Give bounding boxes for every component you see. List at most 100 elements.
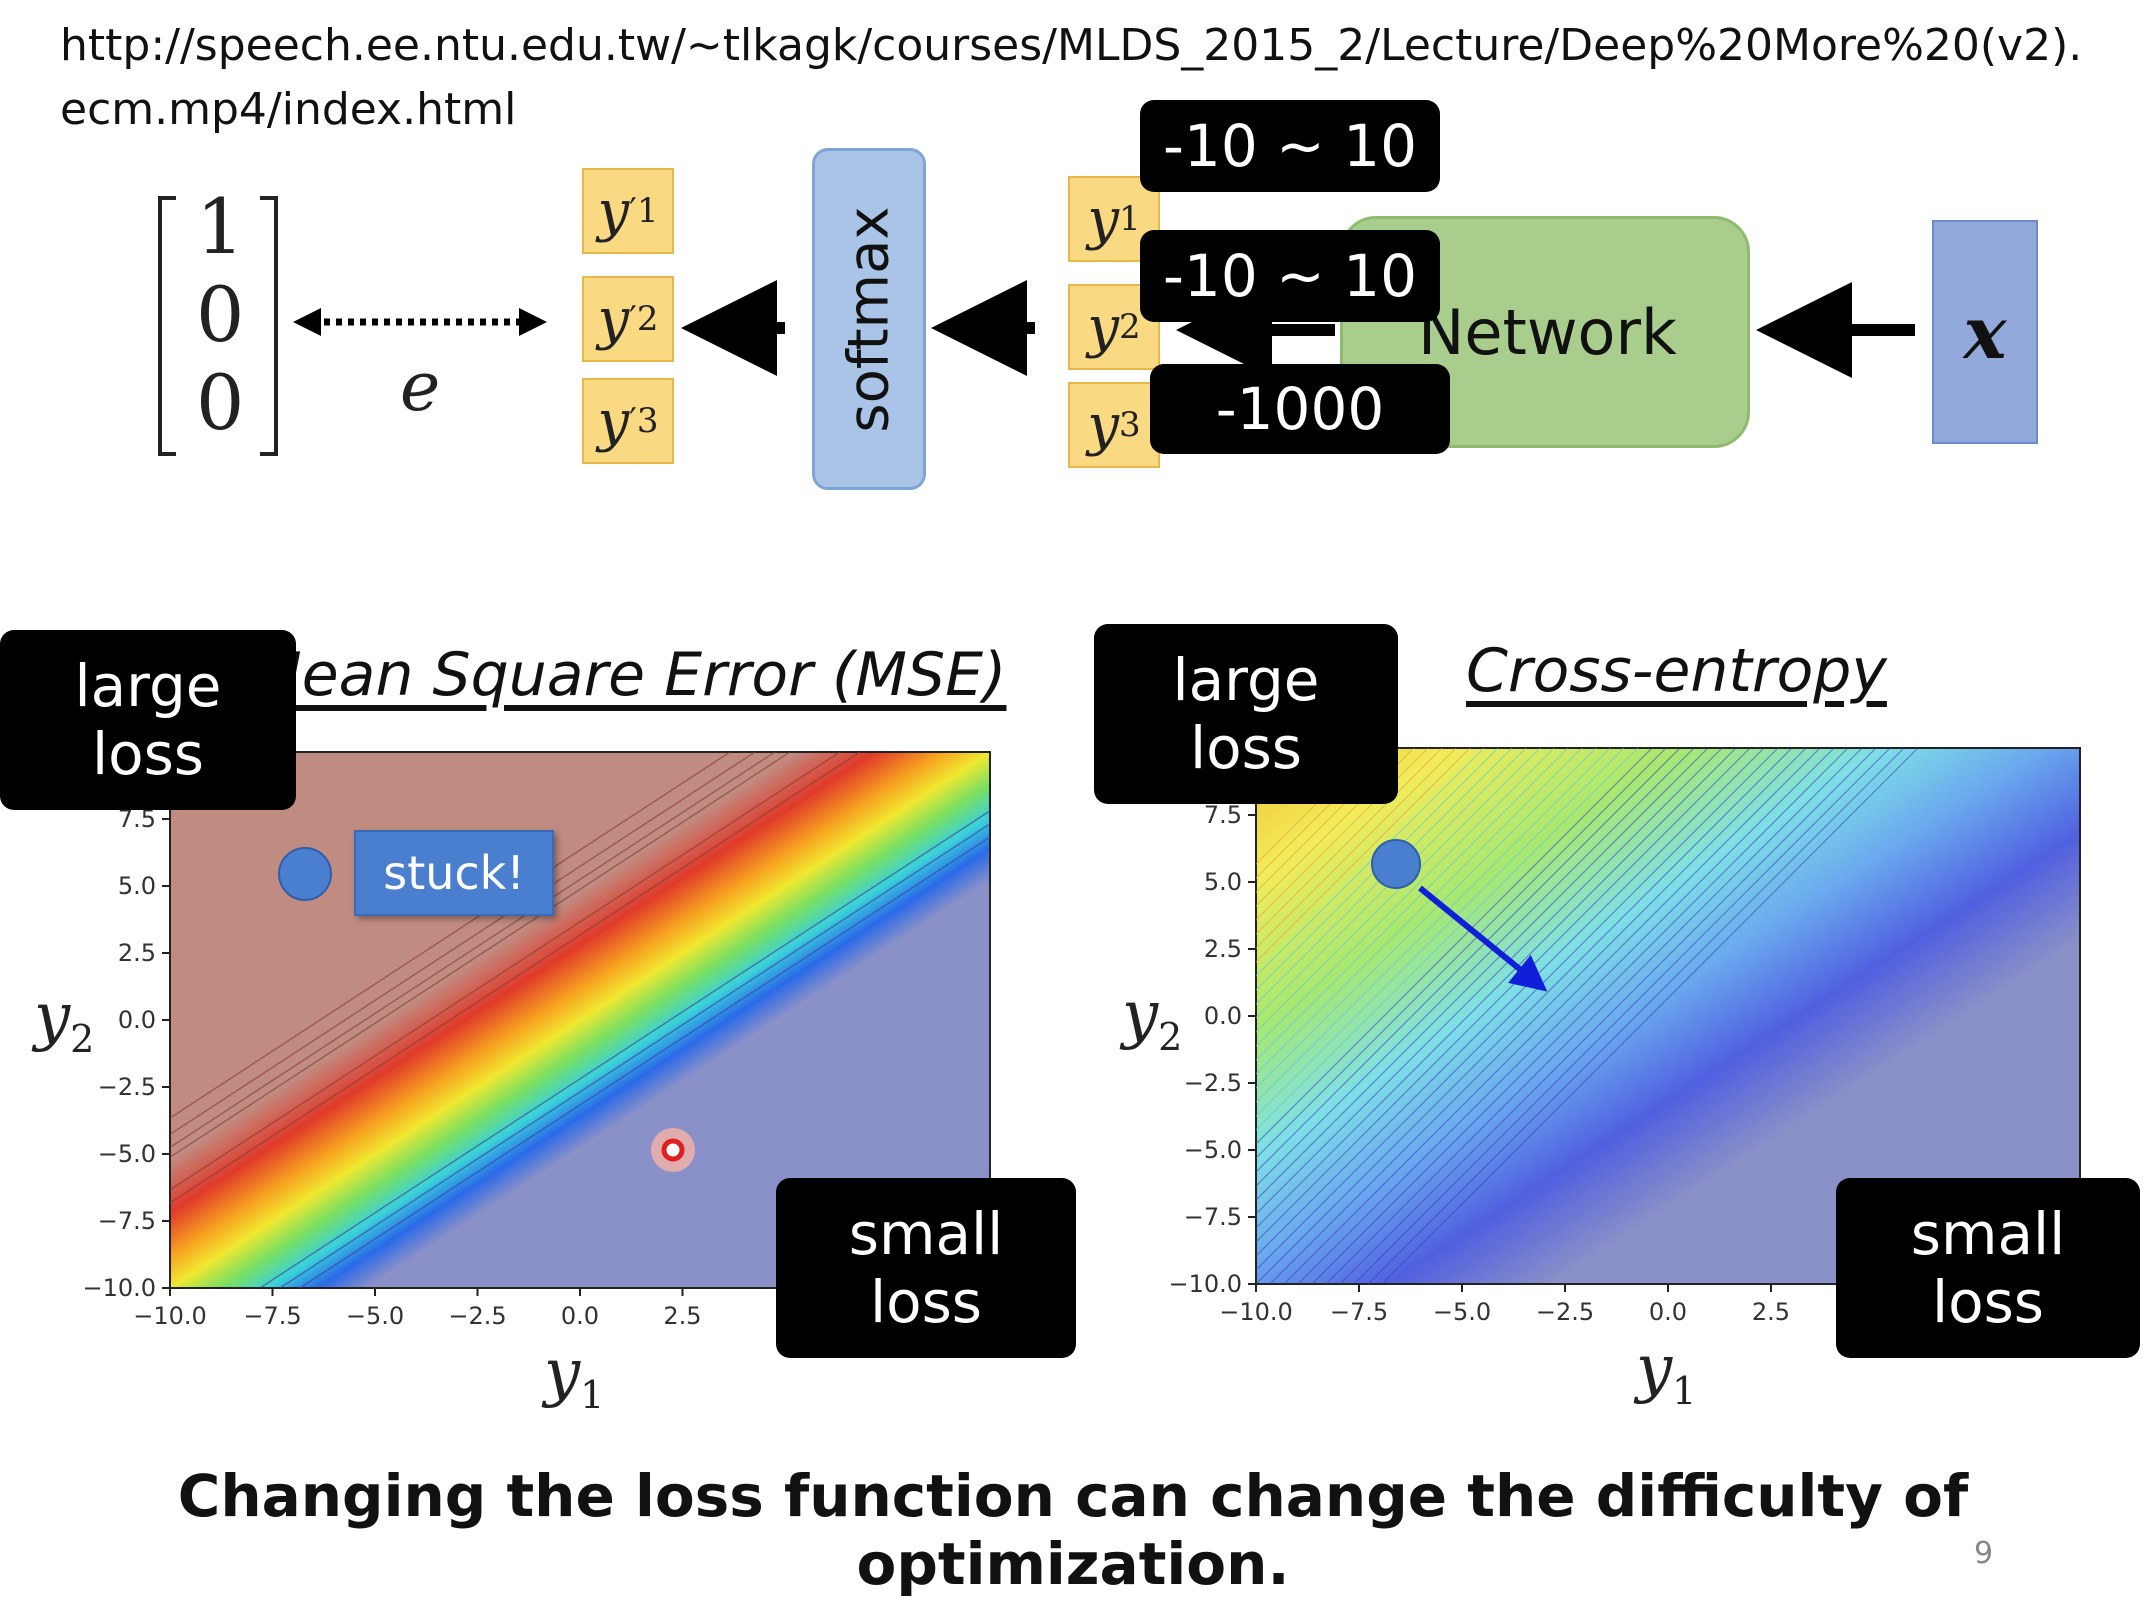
contour-line: [170, 752, 776, 1149]
mse-plot-title: Mean Square Error (MSE): [250, 640, 1007, 710]
ce-gradient-arrow: [1418, 885, 1548, 992]
output-y3: y ′ 3: [582, 378, 674, 464]
ce-current-point: [1371, 839, 1421, 889]
contour-line: [1256, 748, 1541, 1033]
contour-line: [1256, 748, 1681, 1173]
target-value: 0: [196, 270, 245, 359]
mse-contour-lines: [170, 752, 990, 1288]
x-tick-label: −2.5: [1536, 1298, 1594, 1326]
input-x: x: [1932, 220, 2038, 444]
contour-line: [1256, 748, 1471, 963]
contour-line: [1256, 748, 1667, 1159]
contour-line: [1325, 748, 1863, 1284]
range-badge-y3: -1000: [1150, 364, 1450, 454]
x-tick-label: 2.5: [1752, 1298, 1790, 1326]
contour-line: [1256, 748, 1485, 977]
contour-line: [170, 752, 731, 1119]
contour-line: [1256, 748, 1401, 893]
y-tick-label: −7.5: [1184, 1203, 1242, 1231]
contour-line: [1256, 748, 1695, 1187]
x-tick-label: 0.0: [561, 1302, 599, 1330]
contour-line: [1256, 748, 1373, 865]
output-y2: y ′ 2: [582, 276, 674, 362]
y-tick-label: −7.5: [98, 1207, 156, 1235]
x-tick-label: −2.5: [448, 1302, 506, 1330]
x-tick-label: −10.0: [1219, 1298, 1293, 1326]
source-url[interactable]: http://speech.ee.ntu.edu.tw/~tlkagk/cour…: [60, 20, 2083, 135]
y-tick-label: 5.0: [1204, 868, 1242, 896]
y-tick-label: −5.0: [98, 1140, 156, 1168]
softmax-block: softmax: [812, 148, 926, 490]
contour-line: [170, 752, 841, 1191]
contour-line: [1256, 748, 1709, 1201]
output-y1: y ′ 1: [582, 168, 674, 254]
y-tick-label: 2.5: [118, 939, 156, 967]
mse-current-point: [278, 847, 332, 901]
x-tick-label: −7.5: [243, 1302, 301, 1330]
x-tick-label: 0.0: [1649, 1298, 1687, 1326]
y-tick-label: 5.0: [118, 872, 156, 900]
contour-line: [1256, 748, 1387, 879]
contour-line: [1256, 748, 1765, 1257]
contour-line: [1256, 748, 1793, 1284]
contour-line: [1256, 748, 1639, 1131]
contour-line: [1256, 748, 1443, 935]
contour-line: [1256, 748, 1583, 1075]
mse-minimum-marker: [661, 1138, 685, 1162]
x-tick-label: −7.5: [1330, 1298, 1388, 1326]
ce-contour-lines: [1256, 748, 1919, 1284]
contour-line: [1256, 748, 1597, 1089]
contour-line: [1256, 748, 1779, 1271]
contour-line: [1256, 748, 1737, 1229]
right-bracket: [260, 196, 278, 456]
ce-large-loss-badge: large loss: [1094, 624, 1398, 804]
contour-line: [1297, 748, 1835, 1284]
mse-large-loss-badge: large loss: [0, 630, 296, 810]
contour-line: [1256, 748, 1499, 991]
contour-line: [1256, 748, 1415, 907]
contour-line: [170, 752, 861, 1204]
target-vector: 1 0 0: [158, 182, 278, 460]
contour-line: [1311, 748, 1849, 1284]
mse-ylabel: y2: [34, 980, 95, 1061]
ce-plot-title: Cross-entropy: [1466, 636, 1887, 706]
contour-line: [1256, 748, 1429, 921]
ce-xlabel: y1: [1636, 1332, 1697, 1413]
y-tick-label: −2.5: [98, 1073, 156, 1101]
stuck-label: stuck!: [354, 830, 554, 916]
contour-line: [1381, 748, 1919, 1284]
contour-line: [1256, 748, 1611, 1103]
mse-xlabel: y1: [544, 1336, 605, 1417]
y-tick-label: 0.0: [118, 1006, 156, 1034]
y-tick-label: 2.5: [1204, 935, 1242, 963]
y-tick-label: 0.0: [1204, 1002, 1242, 1030]
network-label: Network: [1418, 296, 1677, 369]
contour-line: [1269, 748, 1807, 1284]
contour-line: [1256, 748, 1751, 1243]
mse-small-loss-badge: small loss: [776, 1178, 1076, 1358]
contour-line: [1256, 748, 1625, 1117]
contour-line: [1256, 748, 1555, 1047]
mse-ticks: −10.0 −7.5 −5.0 −2.5 0.0 2.57.55.02.50.0−2.5−…: [82, 805, 701, 1330]
ce-small-loss-badge: small loss: [1836, 1178, 2140, 1358]
contour-line: [1367, 748, 1905, 1284]
contour-line: [1256, 748, 1569, 1061]
x-tick-label: −5.0: [346, 1302, 404, 1330]
contour-line: [259, 809, 990, 1288]
range-badge-y1: -10 ~ 10: [1140, 100, 1440, 192]
contour-line: [1256, 748, 1723, 1215]
x-tick-label: −10.0: [133, 1302, 207, 1330]
contour-line: [1256, 748, 1513, 1005]
page-number: 9: [1974, 1536, 1994, 1571]
y-tick-label: −10.0: [82, 1274, 156, 1302]
contour-line: [1339, 748, 1877, 1284]
contour-line: [299, 836, 990, 1288]
x-tick-label: 2.5: [663, 1302, 701, 1330]
contour-line: [170, 752, 756, 1136]
target-value: 0: [196, 358, 245, 447]
left-bracket: [158, 196, 176, 456]
contour-line: [1283, 748, 1821, 1284]
x-tick-label: −5.0: [1433, 1298, 1491, 1326]
contour-line: [1256, 748, 1457, 949]
